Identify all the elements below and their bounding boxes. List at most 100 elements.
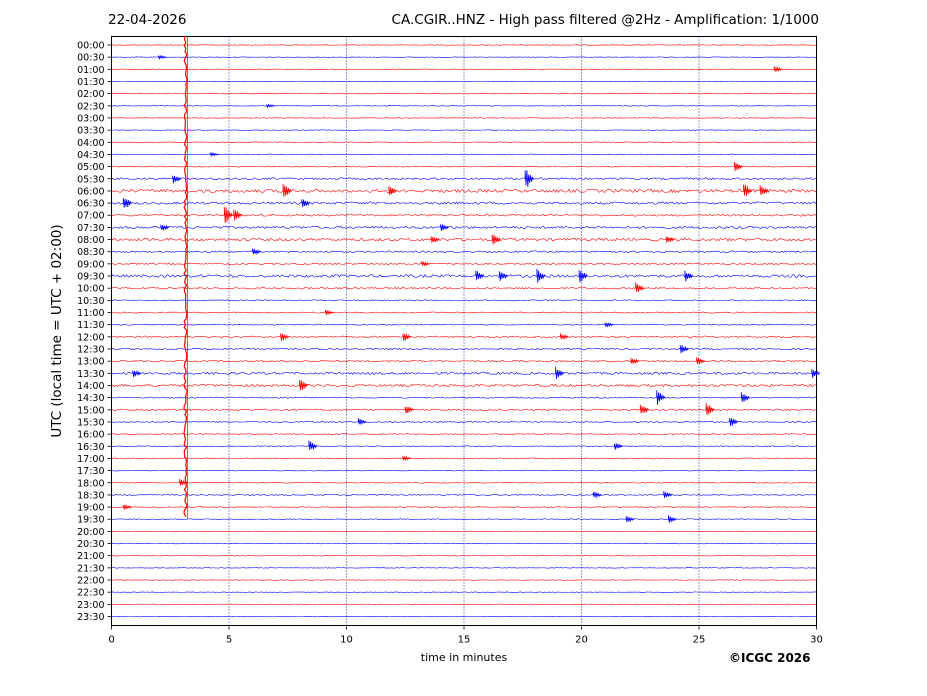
trace-spike: [656, 390, 666, 405]
trace-spike: [421, 261, 431, 267]
y-tick-label: 08:00: [77, 235, 104, 246]
y-tick-label: 04:30: [77, 150, 104, 161]
y-tick-label: 02:30: [77, 101, 104, 112]
large-event-trace: [183, 35, 188, 517]
trace-spike: [592, 491, 602, 498]
y-tick-label: 09:30: [77, 272, 104, 283]
trace-row: [111, 117, 817, 119]
x-tick-label: 30: [810, 635, 823, 646]
trace-spike: [282, 183, 292, 197]
trace-spike: [604, 322, 614, 328]
trace-spike: [679, 345, 689, 354]
y-tick-label: 20:30: [77, 539, 104, 550]
y-tick-label: 21:30: [77, 563, 104, 574]
trace-spike: [811, 368, 821, 378]
trace-row: [111, 80, 817, 83]
trace-spike: [301, 199, 311, 208]
y-tick-label: 14:30: [77, 393, 104, 404]
trace-row: [111, 493, 817, 496]
trace-spike: [280, 333, 290, 341]
y-tick-label: 17:00: [77, 454, 104, 465]
trace-spike: [325, 309, 334, 315]
trace-row: [111, 44, 817, 46]
trace-spike: [740, 392, 750, 402]
trace-row: [111, 165, 817, 168]
trace-spike: [308, 440, 318, 450]
y-tick-label: 19:30: [77, 515, 104, 526]
trace-spike: [759, 185, 769, 196]
trace-spike: [440, 224, 449, 232]
y-tick-label: 18:30: [77, 490, 104, 501]
trace-spike: [388, 186, 398, 196]
trace-spike: [475, 270, 485, 281]
trace-spike: [233, 209, 243, 221]
trace-row: [111, 237, 817, 242]
trace-row: [111, 518, 817, 521]
trace-row: [111, 445, 817, 448]
x-tick-label: 20: [575, 635, 588, 646]
y-tick-label: 06:30: [77, 199, 104, 210]
trace-spike: [773, 65, 783, 73]
y-tick-label: 15:30: [77, 417, 104, 428]
trace-row: [111, 105, 817, 107]
trace-row: [111, 201, 817, 205]
trace-spike: [209, 151, 219, 158]
y-tick-label: 17:30: [77, 466, 104, 477]
y-tick-label: 11:00: [77, 308, 104, 319]
y-tick-label: 07:30: [77, 223, 104, 234]
trace-row: [111, 274, 817, 278]
trace-spike: [614, 443, 623, 450]
grid-lines: [228, 36, 700, 626]
trace-row: [111, 141, 817, 144]
trace-spike: [160, 224, 170, 231]
y-tick-label: 23:00: [77, 600, 104, 611]
trace-row: [111, 603, 817, 605]
trace-spike: [635, 282, 645, 292]
y-tick-label: 22:00: [77, 576, 104, 587]
trace-spike: [729, 417, 739, 427]
trace-spike: [560, 333, 569, 341]
trace-row: [111, 383, 817, 388]
trace-row: [111, 323, 817, 326]
x-axis-ticks: 0 5 10 15 20 25 30: [108, 625, 823, 646]
y-tick-label: 11:30: [77, 320, 104, 331]
trace-row: [111, 421, 817, 423]
trace-row: [111, 262, 817, 266]
trace-spike: [357, 418, 367, 425]
trace-spike: [223, 207, 233, 224]
trace-spike: [252, 248, 261, 256]
trace-spike: [158, 54, 167, 61]
y-tick-label: 05:00: [77, 162, 104, 173]
trace-row: [111, 433, 817, 435]
trace-row: [111, 457, 817, 460]
y-tick-label: 19:00: [77, 503, 104, 514]
trace-spike: [402, 455, 412, 461]
trace-spike: [663, 491, 673, 499]
y-tick-label: 01:30: [77, 77, 104, 88]
trace-row: [111, 347, 817, 351]
trace-spike: [524, 170, 534, 187]
trace-spike: [172, 175, 182, 184]
y-tick-label: 00:00: [77, 41, 104, 52]
trace-row: [111, 469, 817, 472]
trace-row: [111, 615, 817, 618]
trace-spike: [430, 236, 440, 243]
trace-row: [111, 567, 817, 569]
x-tick-label: 25: [693, 635, 706, 646]
trace-row: [111, 506, 817, 508]
trace-row: [111, 396, 817, 399]
y-tick-label: 12:00: [77, 332, 104, 343]
y-tick-label: 22:30: [77, 588, 104, 599]
y-tick-label: 01:00: [77, 65, 104, 76]
y-tick-label: 04:00: [77, 138, 104, 149]
trace-row: [111, 68, 817, 70]
trace-row: [111, 299, 817, 302]
trace-spike: [266, 103, 275, 109]
trace-spike: [299, 380, 308, 391]
y-tick-label: 07:00: [77, 211, 104, 222]
trace-spike: [639, 404, 649, 414]
y-tick-label: 05:30: [77, 174, 104, 185]
trace-spike: [122, 198, 132, 208]
trace-row: [111, 286, 817, 290]
